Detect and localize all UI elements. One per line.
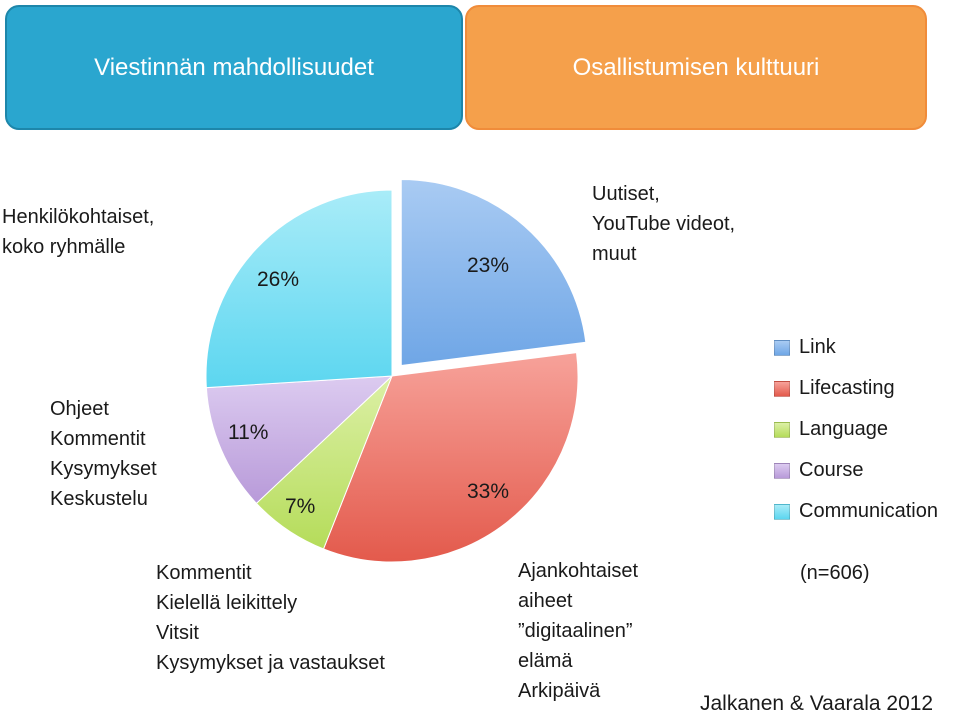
tab-viestinnan-mahdollisuudet[interactable]: Viestinnän mahdollisuudet [5, 5, 463, 130]
slice-label-course: 11% [228, 421, 269, 444]
annotation-line: muut [592, 243, 637, 265]
annotation-line: Kysymykset ja vastaukset [156, 652, 385, 674]
credit: Jalkanen & Vaarala 2012 [700, 692, 934, 715]
annotation-line: aiheet [518, 590, 573, 612]
annotation-line: Ajankohtaiset [518, 560, 639, 582]
pie-slice-link [400, 178, 587, 367]
legend-item-course: Course [774, 450, 938, 491]
legend-item-language: Language [774, 409, 938, 450]
legend-swatch [774, 339, 790, 356]
annotation-line: Kommentit [50, 428, 146, 450]
annotation-line: Vitsit [156, 622, 199, 644]
annotation-line: Uutiset, [592, 183, 660, 205]
annotation-top-right: Uutiset, YouTube videot, muut [592, 179, 735, 269]
pie-slice-communication [205, 189, 393, 389]
annotation-line: Kielellä leikittely [156, 592, 298, 614]
slice-label-lifecasting: 33% [467, 480, 510, 503]
annotation-line: koko ryhmälle [2, 236, 126, 258]
annotation-line: YouTube videot, [592, 213, 736, 235]
legend-label: Language [799, 418, 888, 440]
slice-label-language: 7% [285, 495, 316, 518]
legend-label: Communication [799, 500, 938, 522]
annotation-top-left: Henkilökohtaiset, koko ryhmälle [2, 202, 154, 262]
legend-item-communication: Communication [774, 491, 938, 532]
annotation-bottom-middle: Ajankohtaiset aiheet ”digitaalinen” eläm… [518, 556, 638, 706]
legend-swatch [774, 380, 790, 397]
annotation-line: Kysymykset [50, 458, 157, 480]
annotation-line: Arkipäivä [518, 680, 601, 702]
tab-osallistumisen-kulttuuri[interactable]: Osallistumisen kulttuuri [465, 5, 927, 130]
annotation-line: ”digitaalinen” [518, 620, 633, 642]
annotation-line: Kommentit [156, 562, 252, 584]
tab-label: Viestinnän mahdollisuudet [94, 53, 374, 81]
legend-swatch [774, 462, 790, 479]
sample-size: (n=606) [800, 562, 870, 584]
slice-label-communication: 26% [257, 268, 300, 291]
legend: Link Lifecasting Language Course Communi… [774, 327, 938, 532]
slice-label-link: 23% [467, 254, 510, 277]
annotation-line: Keskustelu [50, 488, 148, 510]
pie-slice-course [205, 375, 394, 505]
annotation-line: Ohjeet [50, 398, 109, 420]
legend-swatch [774, 503, 790, 520]
annotation-line: Henkilökohtaiset, [2, 206, 155, 228]
legend-item-lifecasting: Lifecasting [774, 368, 938, 409]
legend-swatch [774, 421, 790, 438]
legend-label: Course [799, 459, 864, 481]
legend-label: Link [799, 336, 836, 358]
annotation-line: elämä [518, 650, 573, 672]
legend-label: Lifecasting [799, 377, 895, 399]
annotation-middle-left: Ohjeet Kommentit Kysymykset Keskustelu [50, 394, 157, 514]
pie-slice-lifecasting [322, 352, 579, 563]
annotation-bottom-left: Kommentit Kielellä leikittely Vitsit Kys… [156, 558, 385, 678]
tab-label: Osallistumisen kulttuuri [572, 53, 820, 81]
legend-item-link: Link [774, 327, 938, 368]
